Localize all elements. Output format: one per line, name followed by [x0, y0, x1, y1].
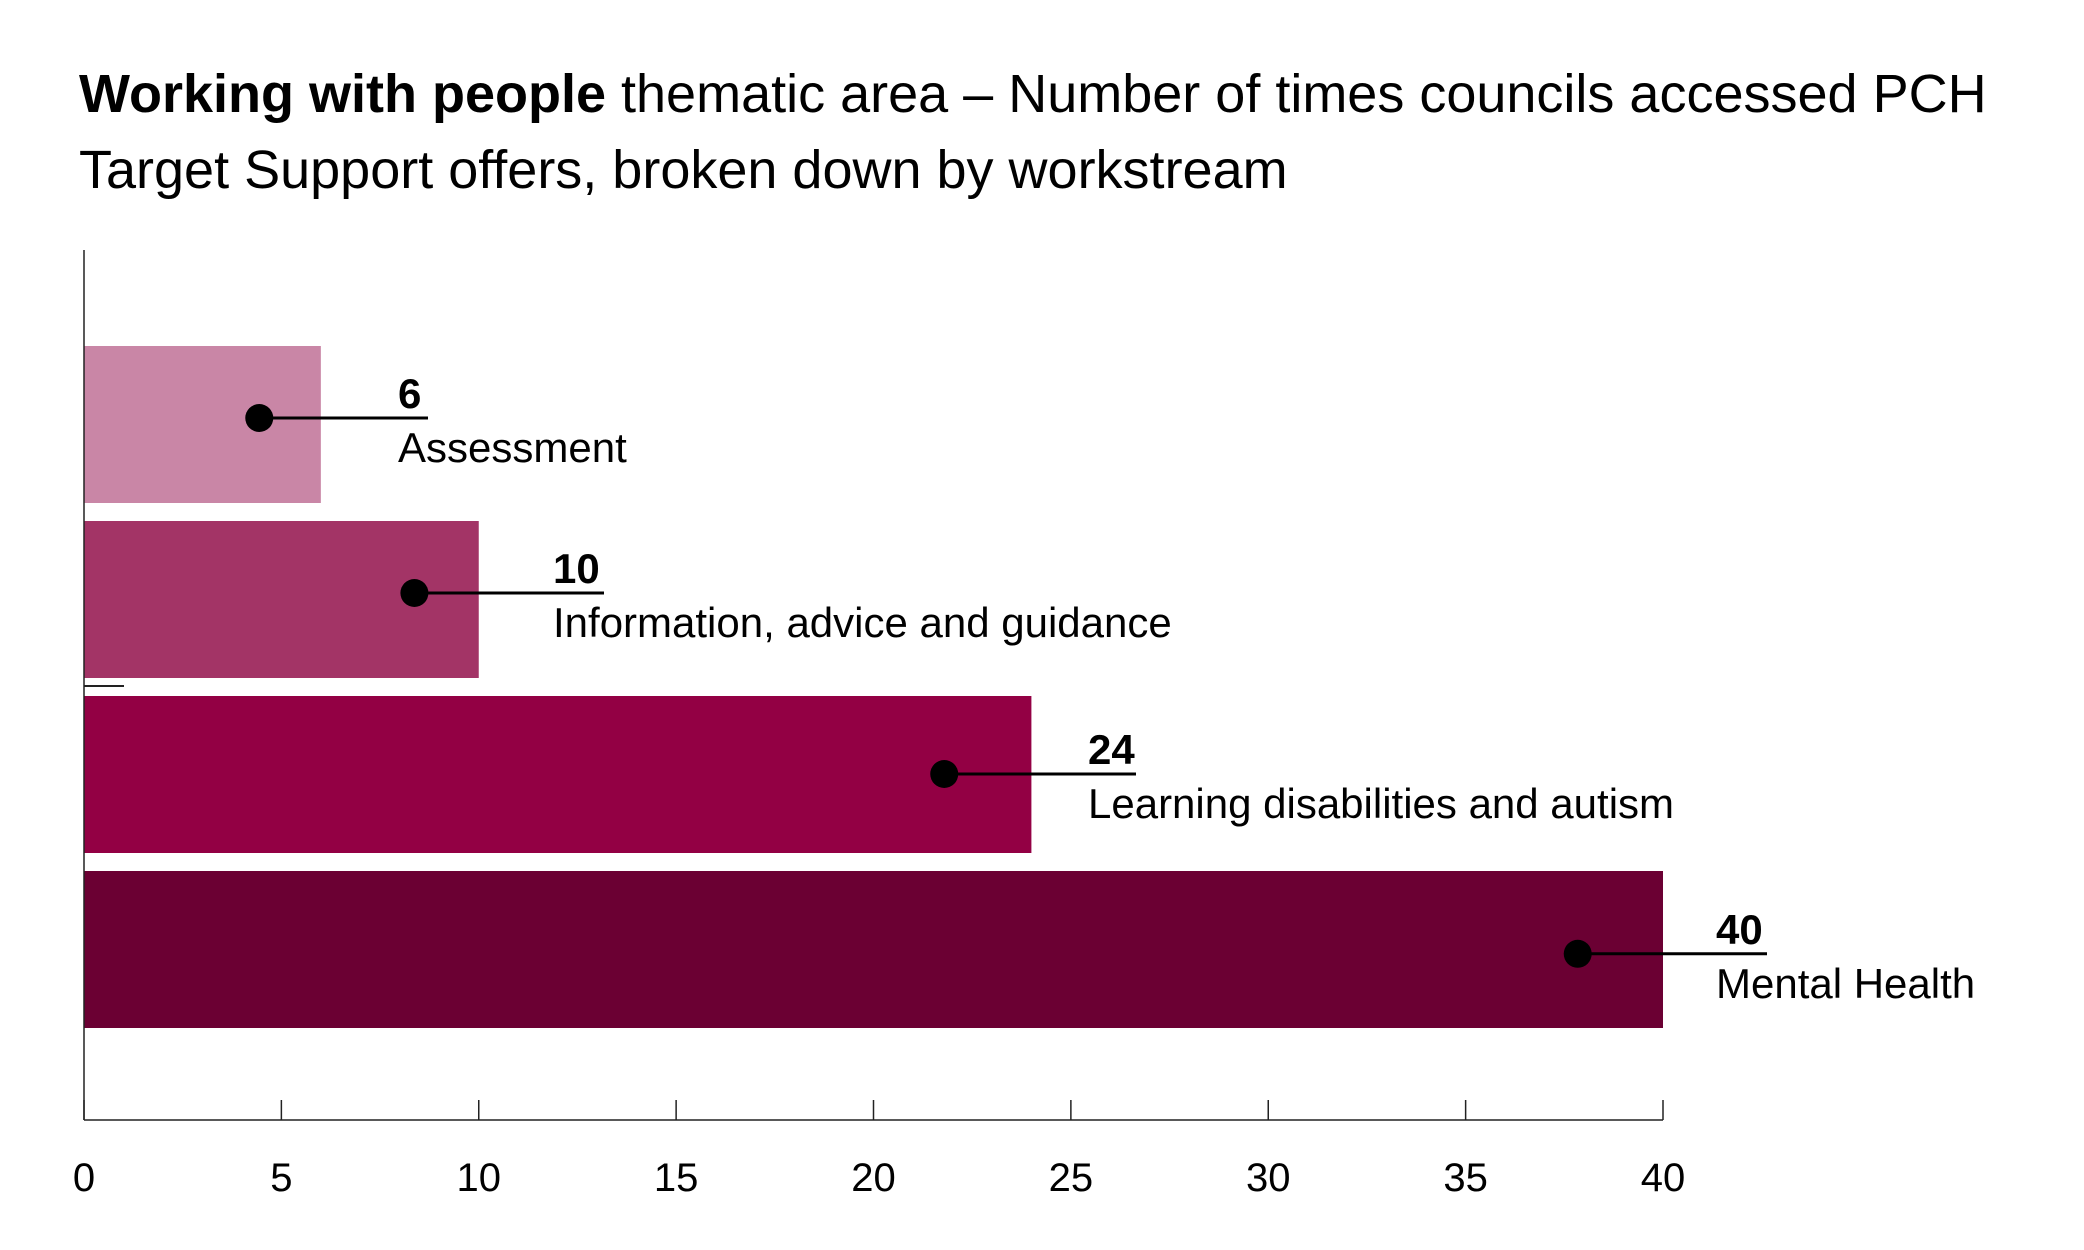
data-labels-layer: 6 Assessment 10 Information, advice and gui… [245, 370, 1975, 1007]
value-label-0: 6 [398, 370, 421, 417]
category-label-1: Information, advice and guidance [553, 599, 1172, 646]
callout-dot-3 [1563, 939, 1592, 968]
category-label-0: Assessment [398, 424, 627, 471]
chart-title-rest: thematic area – Number of times councils… [79, 64, 1987, 200]
callout-dot-2 [930, 760, 959, 788]
x-tick-label-6: 30 [1246, 1156, 1291, 1200]
category-label-2: Learning disabilities and autism [1088, 780, 1674, 827]
callout-dot-0 [245, 404, 274, 432]
x-tick-label-7: 35 [1443, 1156, 1488, 1200]
x-tick-label-1: 5 [270, 1156, 292, 1200]
x-tick-label-3: 15 [654, 1156, 699, 1200]
x-tick-label-0: 0 [73, 1156, 95, 1200]
category-label-3: Mental Health [1716, 960, 1975, 1007]
chart-title-bold: Working with people [79, 64, 607, 124]
x-tick-label-8: 40 [1641, 1156, 1686, 1200]
callout-dot-1 [400, 579, 429, 607]
value-label-2: 24 [1088, 726, 1135, 773]
x-tick-label-4: 20 [851, 1156, 896, 1200]
x-axis: 0 5 10 15 20 25 30 35 40 [73, 250, 1685, 1200]
chart-title: Working with people thematic area – Numb… [79, 56, 2039, 208]
bars-layer [84, 346, 1663, 1028]
bar-0 [84, 346, 321, 503]
x-tick-label-2: 10 [457, 1156, 502, 1200]
value-label-3: 40 [1716, 906, 1763, 953]
x-tick-label-5: 25 [1049, 1156, 1094, 1200]
bar-3 [84, 871, 1663, 1028]
value-label-1: 10 [553, 545, 600, 592]
bar-2 [84, 696, 1032, 853]
